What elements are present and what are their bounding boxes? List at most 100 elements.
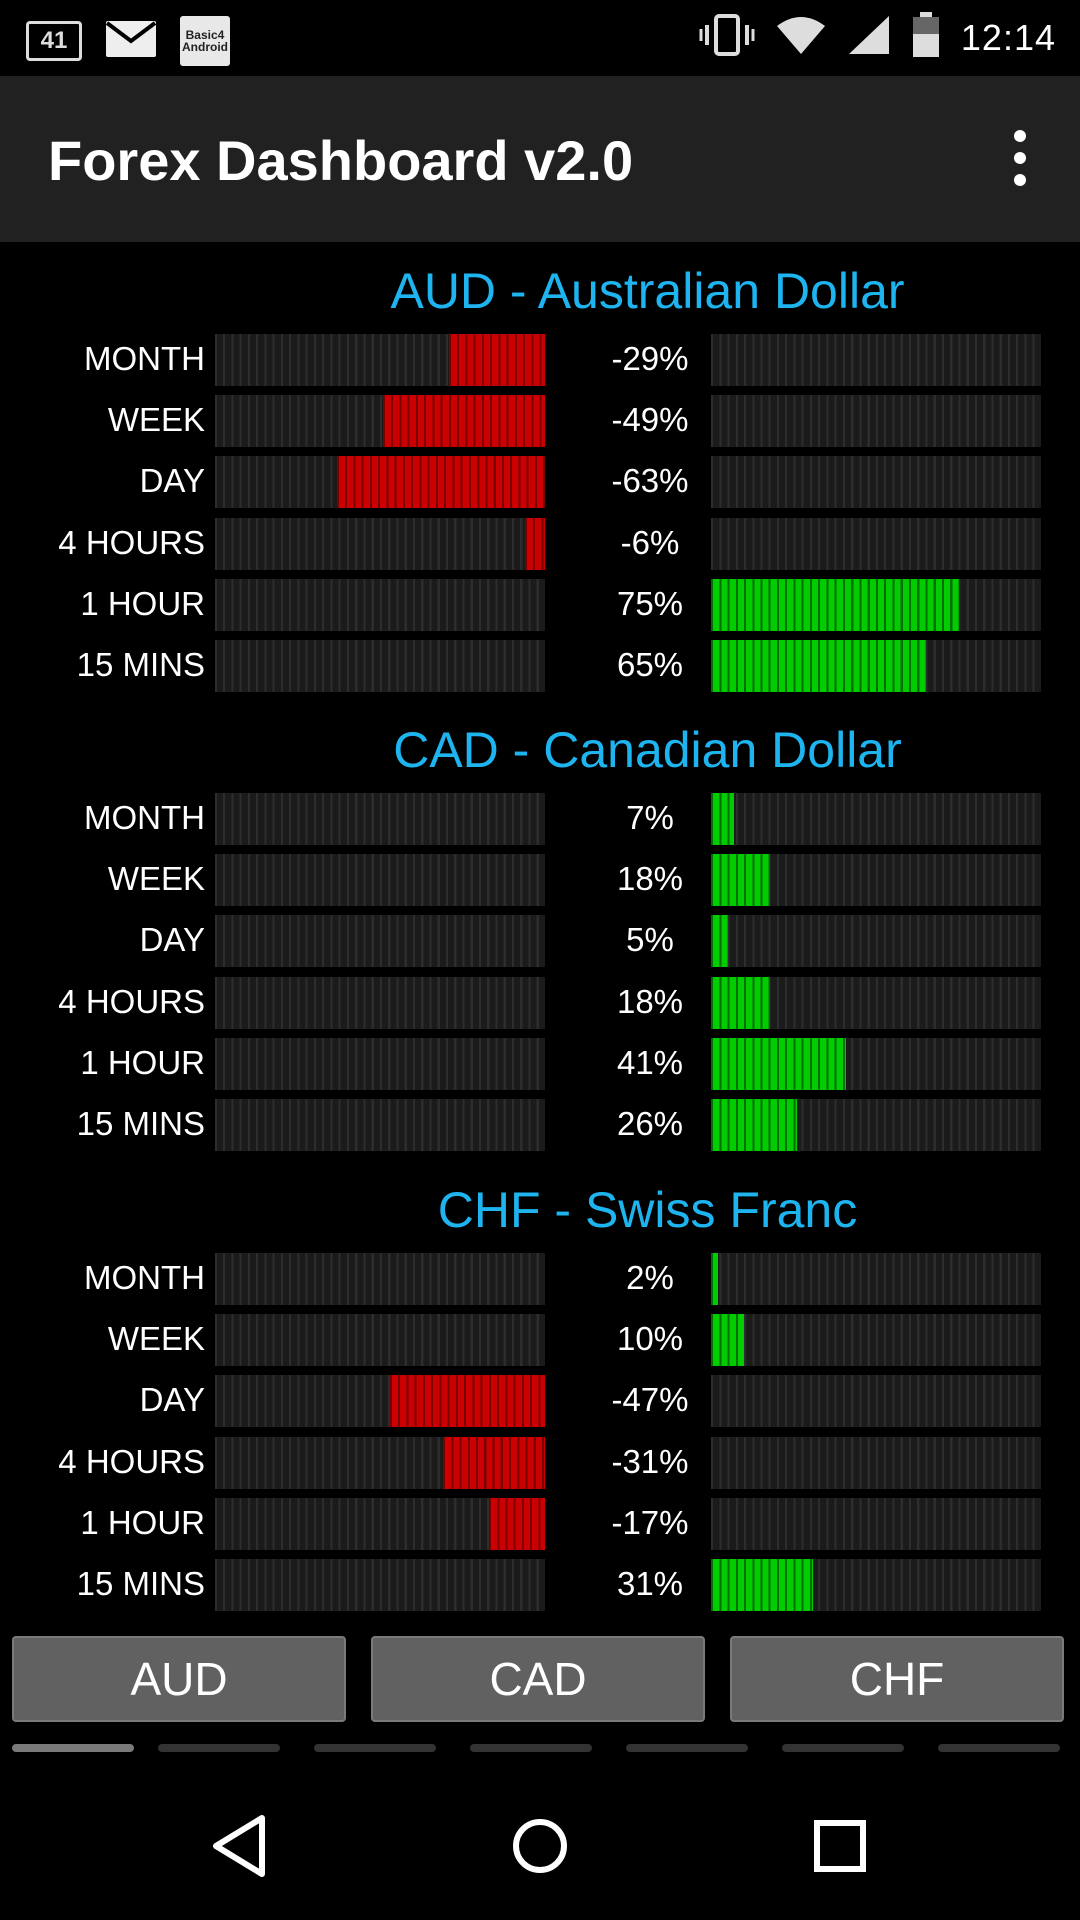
positive-strength-bar — [711, 1436, 1041, 1489]
negative-fill — [525, 517, 545, 570]
negative-strength-bar — [215, 1375, 545, 1428]
positive-fill — [711, 640, 926, 692]
app-bar: Forex Dashboard v2.0 — [0, 76, 1080, 242]
back-icon[interactable] — [190, 1796, 290, 1896]
currency-button-bar: AUD CAD CHF — [0, 1636, 1080, 1722]
positive-fill — [711, 1559, 814, 1611]
timeframe-row: 1 HOUR -17% — [0, 1497, 1080, 1550]
positive-strength-bar — [711, 640, 1041, 692]
positive-fill — [711, 1314, 744, 1367]
negative-strength-bar — [215, 517, 545, 570]
page-dot — [158, 1744, 280, 1752]
timeframe-row: MONTH -29% — [0, 334, 1080, 386]
aud-button[interactable]: AUD — [12, 1636, 346, 1722]
percent-value: 75% — [616, 584, 684, 622]
page-dot — [938, 1744, 1060, 1752]
positive-fill — [711, 1037, 847, 1090]
negative-fill — [383, 395, 545, 448]
cad-button[interactable]: CAD — [371, 1636, 705, 1722]
positive-fill — [711, 915, 728, 968]
percent-value: -47% — [611, 1381, 689, 1419]
timeframe-row: 4 HOURS -6% — [0, 517, 1080, 570]
timeframe-label: 15 MINS — [76, 1565, 205, 1602]
timeframe-row: MONTH 7% — [0, 793, 1080, 845]
timeframe-label: 15 MINS — [76, 1105, 205, 1142]
percent-value: 65% — [616, 646, 684, 683]
negative-fill — [337, 456, 545, 509]
positive-strength-bar — [711, 1497, 1041, 1550]
percent-value: 18% — [616, 860, 684, 898]
timeframe-label: DAY — [139, 462, 205, 500]
signal-icon — [847, 14, 891, 61]
timeframe-label: DAY — [139, 921, 205, 959]
timeframe-label: WEEK — [107, 860, 205, 898]
page-dot — [314, 1744, 436, 1752]
positive-strength-bar — [711, 395, 1041, 448]
notification-count: 41 — [40, 27, 68, 54]
percent-value: -49% — [611, 401, 689, 439]
page-dot-active — [12, 1744, 134, 1752]
positive-strength-bar — [711, 1314, 1041, 1367]
percent-value: 26% — [616, 1105, 684, 1142]
negative-strength-bar — [215, 1099, 545, 1151]
positive-strength-bar — [711, 334, 1041, 386]
positive-strength-bar — [711, 1375, 1041, 1428]
overflow-menu-icon[interactable] — [1010, 130, 1030, 186]
negative-strength-bar — [215, 456, 545, 509]
overflow-dot — [1014, 174, 1026, 186]
negative-strength-bar — [215, 793, 545, 845]
timeframe-row: 4 HOURS 18% — [0, 976, 1080, 1029]
timeframe-label: WEEK — [107, 401, 205, 439]
mail-icon — [104, 19, 158, 64]
app-title: Forex Dashboard v2.0 — [48, 129, 634, 192]
vibrate-icon — [699, 13, 755, 62]
percent-value: -63% — [611, 462, 689, 500]
positive-strength-bar — [711, 578, 1041, 631]
positive-fill — [711, 976, 771, 1029]
positive-strength-bar — [711, 1037, 1041, 1090]
positive-strength-bar — [711, 517, 1041, 570]
status-time: 12:14 — [960, 16, 1056, 58]
page-indicator — [0, 1744, 1080, 1752]
timeframe-row: 15 MINS 26% — [0, 1099, 1080, 1151]
negative-fill — [449, 334, 545, 386]
timeframe-row: WEEK 10% — [0, 1314, 1080, 1367]
timeframe-label: MONTH — [84, 799, 205, 836]
overflow-dot — [1014, 130, 1026, 142]
timeframe-label: DAY — [139, 1381, 205, 1419]
timeframe-label: 1 HOUR — [80, 584, 205, 622]
positive-strength-bar — [711, 854, 1041, 907]
notification-count-icon: 41 — [26, 21, 82, 61]
overflow-dot — [1014, 152, 1026, 164]
percent-value: 5% — [626, 921, 674, 959]
timeframe-row: DAY -47% — [0, 1375, 1080, 1428]
negative-strength-bar — [215, 1497, 545, 1550]
percent-value: -17% — [611, 1503, 689, 1541]
timeframe-label: WEEK — [107, 1320, 205, 1358]
percent-value: -29% — [611, 340, 689, 377]
positive-fill — [711, 854, 771, 907]
wifi-icon — [775, 14, 827, 61]
home-icon[interactable] — [490, 1796, 590, 1896]
timeframe-row: WEEK 18% — [0, 854, 1080, 907]
chf-button[interactable]: CHF — [730, 1636, 1064, 1722]
percent-value: -31% — [611, 1442, 689, 1480]
page-dot — [470, 1744, 592, 1752]
recents-icon[interactable] — [790, 1796, 890, 1896]
negative-strength-bar — [215, 854, 545, 907]
percent-value: 7% — [626, 799, 674, 836]
timeframe-label: 4 HOURS — [58, 982, 205, 1020]
timeframe-row: 1 HOUR 41% — [0, 1037, 1080, 1090]
status-bar-left: 41 Basic4 Android — [26, 16, 230, 66]
negative-strength-bar — [215, 1559, 545, 1611]
timeframe-row: 4 HOURS -31% — [0, 1436, 1080, 1489]
page-dot — [782, 1744, 904, 1752]
negative-strength-bar — [215, 1037, 545, 1090]
timeframe-label: 4 HOURS — [58, 523, 205, 561]
percent-value: 31% — [616, 1565, 684, 1602]
negative-strength-bar — [215, 1436, 545, 1489]
positive-strength-bar — [711, 1253, 1041, 1305]
b4a-label-1: Basic4 — [185, 28, 225, 42]
timeframe-label: 1 HOUR — [80, 1503, 205, 1541]
positive-strength-bar — [711, 456, 1041, 509]
